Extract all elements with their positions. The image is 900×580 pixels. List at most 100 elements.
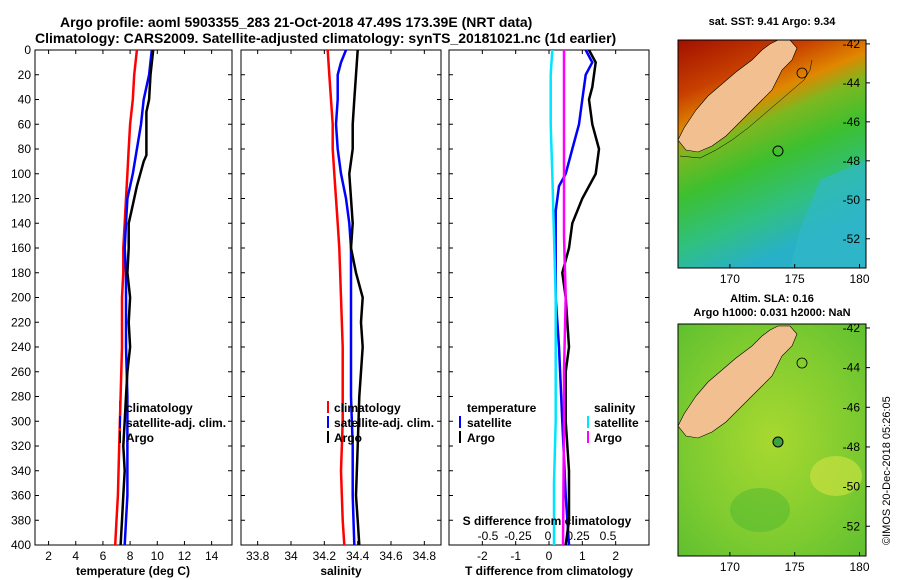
- sst-map: sat. SST: 9.41 Argo: 9.34 170 175 180 -42 -4…: [677, 16, 870, 286]
- y-tick-label: 260: [11, 365, 31, 379]
- y-tick-label: 0: [24, 43, 31, 57]
- s-diff-tick-label: 0.5: [600, 529, 617, 543]
- map-y-tick-label: -42: [843, 321, 861, 335]
- sst-map-ticks: 170 175 180 -42 -44 -46 -48 -50 -52: [720, 37, 870, 286]
- y-tick-label: 120: [11, 192, 31, 206]
- y-tick-label: 360: [11, 489, 31, 503]
- x-tick-label: 33.8: [246, 549, 270, 563]
- difference-y-tick-marks: [449, 49, 649, 546]
- difference-axes-box: [448, 49, 650, 546]
- title-line1: Argo profile: aoml 5903355_283 21-Oct-20…: [60, 14, 532, 30]
- legend-t-argo-label: Argo: [467, 431, 495, 445]
- difference-legend-temperature: temperature satellite Argo: [459, 401, 537, 445]
- map-x-tick-label: 180: [850, 560, 870, 574]
- s-diff-tick-label: 0.25: [566, 529, 590, 543]
- shelf-contour: [679, 59, 813, 159]
- legend-salinity-title: salinity: [594, 401, 636, 415]
- map-x-tick-label: 170: [720, 560, 740, 574]
- salinity-panel: 33.8 34 34.2 34.4 34.6 34.8 salinity climatol…: [240, 49, 442, 578]
- y-tick-label: 80: [18, 142, 32, 156]
- temperature-legend: climatology satellite-adj. clim. Argo: [119, 401, 226, 445]
- t-difference-x-label: T difference from climatology: [465, 564, 633, 578]
- depth-y-ticks: 0 20 40 60 80 100 120 140 160 180 200 220 240 260 280 3…: [11, 43, 232, 552]
- y-tick-label: 160: [11, 241, 31, 255]
- series-line-climatology: [113, 50, 139, 545]
- map-y-tick-label: -42: [843, 37, 861, 51]
- temperature-panel: 2 4 6 8 10 12 14 0 20 40 60 80 100 120 140 160 180 200 22…: [11, 43, 233, 578]
- series-line-argo: [119, 50, 155, 545]
- y-tick-label: 280: [11, 390, 31, 404]
- map-x-tick-label: 175: [785, 560, 805, 574]
- x-tick-label: -1: [510, 549, 521, 563]
- title-line2: Climatology: CARS2009. Satellite-adjuste…: [35, 30, 616, 46]
- south-island-land: [678, 325, 798, 439]
- series-line-t-satellite: [554, 50, 594, 545]
- y-tick-label: 240: [11, 340, 31, 354]
- sla-island-marker: [796, 357, 808, 369]
- s-diff-tick-label: -0.25: [504, 529, 532, 543]
- temperature-x-ticks: 2 4 6 8 10 12 14: [45, 50, 219, 563]
- x-tick-label: 2: [45, 549, 52, 563]
- x-tick-label: 1: [579, 549, 586, 563]
- s-difference-label: S difference from climatology: [463, 514, 632, 528]
- x-tick-label: 34.8: [413, 549, 437, 563]
- sla-map: Altim. SLA: 0.16 Argo h1000: 0.031 h2000…: [677, 293, 870, 574]
- y-tick-label: 340: [11, 464, 31, 478]
- map-y-tick-label: -44: [843, 76, 861, 90]
- difference-panel: -2 -1 0 1 2 -0.5 -0.25 0 0.25 0.5 T difference f…: [448, 49, 650, 578]
- legend-argo-label: Argo: [334, 431, 362, 445]
- map-y-tick-label: -46: [843, 115, 861, 129]
- sla-map-frame: [677, 323, 867, 557]
- series-line-climatology: [326, 50, 346, 545]
- legend-climatology-label: climatology: [126, 401, 193, 415]
- series-line-argo: [348, 50, 364, 545]
- legend-t-satellite-label: satellite: [467, 416, 512, 430]
- map-x-tick-label: 175: [785, 272, 805, 286]
- temperature-lines: [113, 50, 155, 545]
- map-x-tick-label: 180: [850, 272, 870, 286]
- y-tick-label: 200: [11, 291, 31, 305]
- sla-map-ticks: 170 175 180 -42 -44 -46 -48 -50 -52: [720, 321, 870, 574]
- x-tick-label: 12: [178, 549, 192, 563]
- t-difference-x-ticks: -2 -1 0 1 2: [477, 50, 619, 563]
- y-tick-label: 220: [11, 315, 31, 329]
- legend-argo-label: Argo: [126, 431, 154, 445]
- s-diff-tick-label: -0.5: [478, 529, 499, 543]
- y-tick-label: 40: [18, 93, 32, 107]
- x-tick-label: 34.6: [379, 549, 403, 563]
- temperature-x-label: temperature (deg C): [76, 564, 190, 578]
- map-y-tick-label: -44: [843, 361, 861, 375]
- y-tick-label: 320: [11, 439, 31, 453]
- map-y-tick-label: -48: [843, 154, 861, 168]
- sst-map-frame: [677, 39, 867, 269]
- temperature-axes-box: [34, 49, 233, 546]
- sla-yellow-patch: [810, 456, 862, 496]
- y-tick-label: 100: [11, 167, 31, 181]
- sst-map-title: sat. SST: 9.41 Argo: 9.34: [709, 16, 837, 28]
- argo-position-marker: [772, 436, 784, 448]
- series-line-s-satellite: [549, 50, 557, 545]
- difference-lines: [549, 50, 601, 545]
- imos-credit: ©IMOS 20-Dec-2018 05:26:05: [881, 396, 893, 545]
- salinity-legend: climatology satellite-adj. clim. Argo: [327, 401, 434, 445]
- x-tick-label: 14: [205, 549, 219, 563]
- legend-satellite-label: satellite-adj. clim.: [334, 416, 434, 430]
- map-y-tick-label: -46: [843, 400, 861, 414]
- y-tick-label: 380: [11, 513, 31, 527]
- map-x-tick-label: 170: [720, 272, 740, 286]
- sla-map-title-1: Altim. SLA: 0.16: [730, 293, 814, 305]
- legend-satellite-label: satellite-adj. clim.: [126, 416, 226, 430]
- x-tick-label: 8: [127, 549, 134, 563]
- south-island-land: [678, 40, 798, 153]
- map-y-tick-label: -52: [843, 519, 861, 533]
- x-tick-label: 4: [72, 549, 79, 563]
- y-tick-label: 60: [18, 117, 32, 131]
- sla-map-title-2: Argo h1000: 0.031 h2000: NaN: [693, 307, 850, 319]
- legend-temperature-title: temperature: [467, 401, 537, 415]
- salinity-x-label: salinity: [320, 564, 362, 578]
- difference-legend-salinity: salinity satellite Argo: [587, 401, 639, 445]
- x-tick-label: 2: [612, 549, 619, 563]
- salinity-y-tick-marks: [241, 49, 441, 546]
- salinity-x-ticks: 33.8 34 34.2 34.4 34.6 34.8: [246, 50, 436, 563]
- legend-s-argo-label: Argo: [594, 431, 622, 445]
